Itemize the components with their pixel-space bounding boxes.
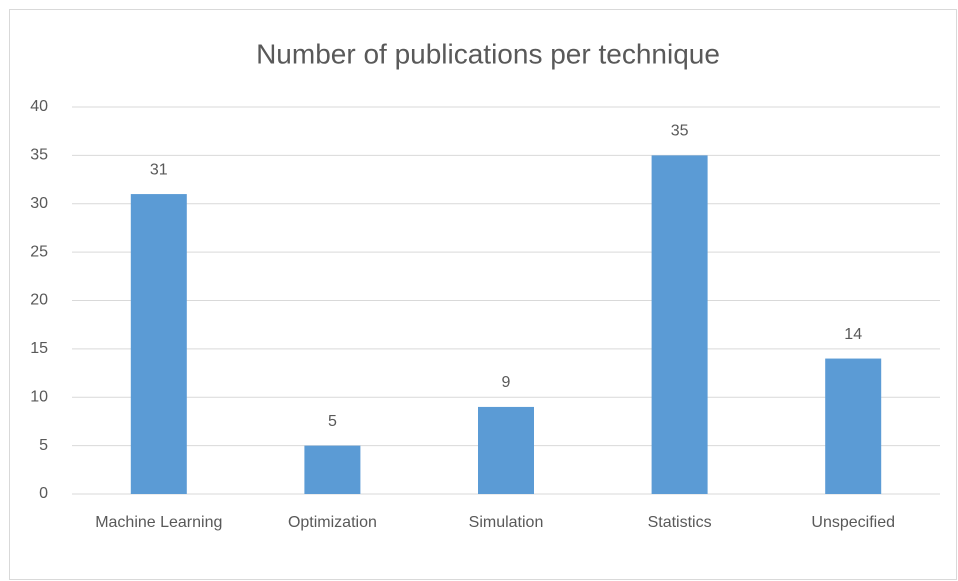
data-label: 5: [328, 413, 337, 430]
data-label: 35: [671, 123, 689, 140]
y-tick-label: 0: [39, 485, 48, 502]
chart-title: Number of publications per technique: [256, 38, 720, 69]
bar: [304, 445, 361, 494]
bar: [130, 194, 187, 494]
bar: [651, 155, 708, 494]
y-tick-label: 5: [39, 437, 48, 454]
y-tick-label: 35: [30, 147, 48, 164]
y-tick-label: 20: [30, 292, 48, 309]
y-tick-label: 25: [30, 243, 48, 260]
x-tick-label: Optimization: [288, 514, 377, 531]
x-tick-label: Unspecified: [811, 514, 895, 531]
bar: [478, 406, 534, 494]
data-label: 14: [844, 326, 862, 343]
x-tick-label: Statistics: [648, 514, 712, 531]
x-tick-label: Simulation: [469, 514, 544, 531]
y-tick-label: 10: [30, 388, 48, 405]
y-tick-label: 30: [30, 195, 48, 212]
data-label: 31: [150, 161, 168, 178]
y-tick-label: 15: [30, 340, 48, 357]
y-tick-label: 40: [30, 98, 48, 115]
data-label: 9: [502, 374, 511, 391]
bar: [825, 358, 882, 494]
x-tick-label: Machine Learning: [95, 514, 222, 531]
